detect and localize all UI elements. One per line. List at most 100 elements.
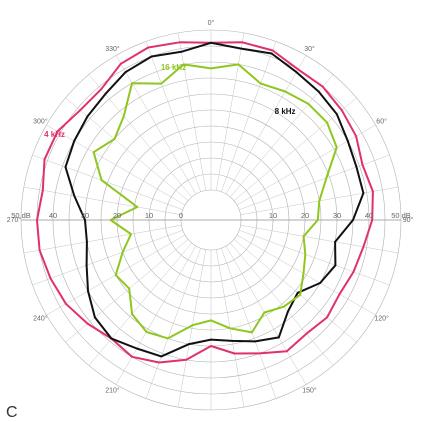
series-point bbox=[372, 190, 374, 193]
angle-tick-label: 270° bbox=[7, 216, 22, 224]
series-point bbox=[104, 93, 107, 95]
angle-tick-label: 300° bbox=[33, 117, 48, 125]
db-tick-label: 20 bbox=[301, 211, 309, 220]
series-point bbox=[282, 305, 285, 308]
series-point bbox=[182, 63, 185, 66]
series-point bbox=[299, 293, 302, 296]
series-point bbox=[352, 219, 354, 221]
series-point bbox=[259, 82, 262, 85]
grid-spoke bbox=[23, 186, 182, 216]
grid-spoke bbox=[88, 74, 192, 198]
series-point bbox=[56, 130, 59, 133]
angle-tick-label: 330° bbox=[105, 45, 120, 53]
series-point bbox=[100, 88, 103, 91]
grid-spoke bbox=[225, 55, 307, 195]
series-point bbox=[317, 90, 320, 93]
series-point bbox=[237, 63, 240, 66]
series-point bbox=[325, 177, 328, 179]
series-point bbox=[167, 337, 169, 340]
series-point bbox=[305, 332, 308, 335]
series-point bbox=[334, 264, 337, 267]
angle-tick-label: 120° bbox=[374, 314, 389, 322]
series-label: 4 kHz bbox=[44, 130, 65, 139]
series-point bbox=[210, 345, 212, 347]
series-point bbox=[188, 343, 191, 345]
series-point bbox=[241, 41, 244, 44]
series-point bbox=[131, 313, 133, 315]
series-point bbox=[296, 291, 299, 294]
series-point bbox=[79, 109, 82, 112]
series-point bbox=[355, 135, 358, 138]
series-point bbox=[73, 194, 76, 197]
series-point bbox=[113, 138, 116, 140]
grid-spoke bbox=[230, 74, 334, 198]
grid-spoke bbox=[239, 154, 390, 210]
grid-spoke bbox=[225, 245, 307, 385]
angle-tick-label: 150° bbox=[302, 386, 317, 394]
series-point bbox=[93, 316, 96, 319]
series-point bbox=[41, 189, 44, 192]
series-point bbox=[84, 219, 86, 221]
series-point bbox=[326, 121, 329, 124]
series-point bbox=[147, 46, 150, 49]
series-point bbox=[185, 358, 188, 361]
series-point bbox=[191, 324, 194, 327]
grid-spoke bbox=[215, 32, 245, 191]
db-tick-label: 40 bbox=[49, 211, 57, 220]
grid-spoke bbox=[177, 32, 207, 191]
series-point bbox=[122, 115, 125, 118]
polar-grid bbox=[20, 29, 402, 411]
series-point bbox=[114, 274, 117, 276]
series-point bbox=[158, 361, 161, 364]
angle-tick-label: 90° bbox=[403, 216, 414, 224]
series-point bbox=[128, 287, 131, 290]
grid-spoke bbox=[88, 242, 192, 366]
series-point bbox=[121, 251, 124, 254]
series-point bbox=[131, 355, 133, 358]
series-point bbox=[362, 245, 365, 248]
series-point bbox=[240, 47, 243, 50]
series-trace bbox=[92, 63, 338, 340]
series-point bbox=[85, 264, 88, 267]
grid-spoke bbox=[65, 239, 189, 343]
grid-spoke bbox=[230, 242, 334, 366]
series-point bbox=[86, 240, 88, 243]
grid-spoke bbox=[177, 249, 207, 408]
grid-spoke bbox=[233, 239, 357, 343]
series-point bbox=[361, 163, 364, 166]
grid-spoke bbox=[239, 230, 390, 286]
series-point bbox=[135, 347, 138, 350]
db-tick-label: 50 dB bbox=[11, 211, 31, 220]
series-label: 8 kHz bbox=[275, 107, 296, 116]
series-point bbox=[160, 82, 163, 85]
series-point bbox=[178, 41, 181, 44]
series-point bbox=[38, 249, 41, 252]
series-point bbox=[130, 233, 132, 236]
grid-spoke bbox=[221, 248, 277, 399]
series-point bbox=[131, 82, 133, 85]
grid-spoke bbox=[240, 224, 399, 254]
series-point bbox=[100, 179, 103, 182]
series-point bbox=[73, 140, 76, 142]
series-point bbox=[270, 52, 273, 55]
angle-tick-label: 240° bbox=[33, 314, 48, 322]
series-point bbox=[336, 113, 338, 116]
grid-spoke bbox=[65, 97, 189, 201]
series-point bbox=[335, 146, 338, 149]
series-point bbox=[64, 302, 67, 305]
angle-tick-label: 60° bbox=[376, 117, 387, 125]
series-point bbox=[362, 192, 365, 195]
db-tick-label: 10 bbox=[145, 211, 153, 220]
series-point bbox=[352, 270, 355, 273]
db-tick-label: 40 bbox=[365, 211, 373, 220]
series-point bbox=[346, 140, 349, 142]
series-point bbox=[338, 293, 341, 296]
series-point bbox=[110, 337, 113, 340]
series-point bbox=[36, 219, 38, 221]
series-point bbox=[87, 290, 89, 292]
series-point bbox=[210, 41, 212, 44]
db-tick-label: 20 bbox=[113, 211, 121, 220]
series-point bbox=[229, 327, 232, 330]
series-point bbox=[355, 166, 358, 168]
